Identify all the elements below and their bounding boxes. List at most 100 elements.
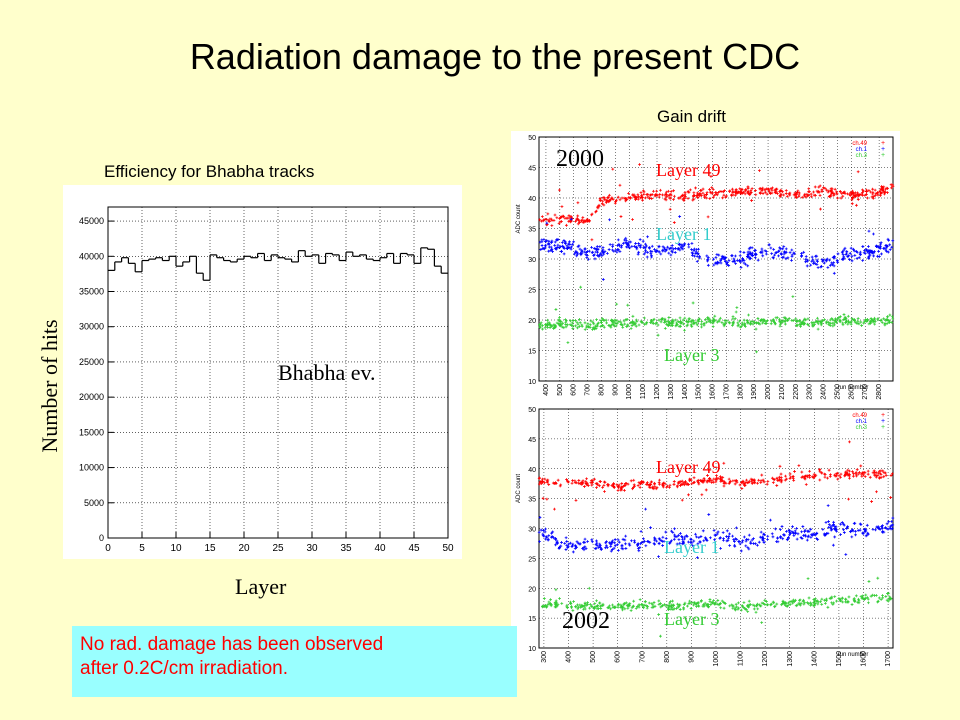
gain2002-data-point bbox=[874, 471, 878, 475]
gain2002-data-point bbox=[689, 537, 693, 541]
gain2002-data-point bbox=[788, 477, 792, 480]
gain2000-data-point bbox=[722, 257, 726, 261]
gain2002-data-point bbox=[812, 601, 816, 605]
gain2002-data-point bbox=[571, 609, 575, 612]
year-label-2000: 2000 bbox=[556, 146, 604, 172]
gain2000-data-point bbox=[538, 323, 541, 327]
gain2000-data-point bbox=[612, 320, 615, 324]
gain2000-data-point bbox=[626, 245, 630, 249]
gain2002-data-point bbox=[775, 477, 779, 480]
gain2002-data-point bbox=[661, 535, 665, 539]
gain2002-data-point bbox=[849, 530, 852, 533]
gain2000-data-point bbox=[838, 315, 842, 319]
gain2000-data-point bbox=[608, 218, 611, 222]
gain2002-data-point bbox=[760, 473, 764, 477]
gain2000-data-point bbox=[850, 254, 854, 258]
gain2000-data-point bbox=[856, 319, 860, 323]
gain2000-data-point bbox=[610, 196, 614, 200]
gain2000-data-point bbox=[883, 322, 887, 325]
gain2000-data-point bbox=[741, 256, 744, 260]
gain2002-data-point bbox=[791, 475, 795, 479]
gain2000-data-point bbox=[576, 222, 580, 226]
gain2002-data-point bbox=[738, 542, 742, 546]
gain-drift-2002-panel: 10 15 20 25 30 35 40 45 50 300 400 500 600 700 800 900 1… bbox=[511, 403, 900, 670]
gain2002-data-point bbox=[586, 484, 590, 487]
gain2000-data-point bbox=[641, 198, 644, 202]
gain2002-data-point bbox=[672, 480, 676, 483]
gain2002-data-point bbox=[554, 538, 557, 541]
gain2002-data-point bbox=[558, 484, 562, 488]
gain2000-data-point bbox=[727, 320, 731, 324]
gain2002-data-point bbox=[793, 470, 796, 473]
gain2002-data-point bbox=[806, 529, 810, 533]
gain2000-data-point bbox=[611, 319, 615, 322]
gain2000-data-point bbox=[844, 253, 848, 256]
gain2000-legend-entry: ch.49 bbox=[852, 141, 867, 147]
gain2002-data-point bbox=[659, 539, 663, 542]
gain2002-data-point bbox=[731, 604, 735, 608]
gain2000-data-point bbox=[812, 190, 815, 194]
gain2002-data-point bbox=[610, 541, 614, 544]
gain2002-data-point bbox=[719, 606, 723, 610]
gain2002-data-point bbox=[792, 479, 796, 482]
gain2002-data-point bbox=[644, 604, 648, 608]
gain2002-data-point bbox=[860, 474, 864, 478]
gain2000-data-point bbox=[655, 249, 659, 252]
gain2002-data-point bbox=[761, 478, 765, 482]
gain2000-data-point bbox=[698, 188, 702, 192]
gain2002-data-point bbox=[713, 603, 717, 606]
gain2002-data-point bbox=[815, 600, 818, 603]
gain2000-data-point bbox=[578, 247, 582, 251]
gain2000-data-point bbox=[642, 190, 646, 194]
gain2002-data-point bbox=[745, 608, 748, 611]
hist-x-tick-label: 20 bbox=[238, 543, 250, 554]
gain2002-data-point bbox=[790, 599, 794, 603]
gain2000-data-point bbox=[871, 192, 875, 196]
gain2000-data-point bbox=[583, 219, 587, 223]
gain2000-data-point bbox=[566, 242, 570, 246]
gain2000-data-point bbox=[841, 194, 845, 198]
gain2000-data-point bbox=[800, 254, 804, 257]
gain2002-data-point bbox=[864, 596, 867, 600]
gain2002-data-point bbox=[723, 601, 726, 605]
gain2002-data-point bbox=[728, 544, 732, 547]
gain2000-data-point bbox=[830, 261, 834, 265]
gain2000-data-point bbox=[686, 190, 690, 194]
gain2000-data-point bbox=[563, 241, 567, 245]
gain2000-data-point bbox=[678, 248, 682, 252]
gain2002-data-point bbox=[624, 542, 627, 546]
gain2002-data-point bbox=[598, 480, 602, 483]
gain2000-data-point bbox=[615, 302, 619, 306]
gain2000-data-point bbox=[813, 262, 817, 266]
gain2002-data-point bbox=[734, 602, 738, 606]
gain2000-data-point bbox=[739, 265, 743, 269]
gain2002-data-point bbox=[571, 550, 575, 554]
hist-x-tick-label: 0 bbox=[105, 543, 111, 554]
gain2000-data-point bbox=[738, 319, 741, 323]
gain2000-data-point bbox=[655, 193, 659, 197]
gain2002-data-point bbox=[820, 471, 824, 475]
bottom-layer1-label: Layer 1 bbox=[664, 537, 720, 557]
gain2002-data-point bbox=[570, 606, 573, 610]
gain2002-data-point bbox=[840, 596, 844, 600]
gain2000-data-point bbox=[692, 194, 695, 197]
gain2000-x-tick-label: 400 bbox=[543, 384, 550, 396]
gain2000-data-point bbox=[769, 322, 773, 326]
gain2002-data-point bbox=[774, 527, 777, 531]
gain2002-data-point bbox=[762, 541, 766, 544]
gain2000-data-point bbox=[601, 324, 605, 327]
gain2002-data-point bbox=[739, 481, 743, 484]
gain2000-data-point bbox=[678, 242, 682, 246]
gain2000-data-point bbox=[774, 251, 778, 255]
gain2000-data-point bbox=[767, 243, 771, 247]
gain2002-data-point bbox=[835, 599, 838, 603]
gain2000-data-point bbox=[712, 193, 716, 197]
gain2000-data-point bbox=[706, 316, 709, 320]
gain2000-data-point bbox=[869, 317, 873, 320]
gain2002-data-point bbox=[683, 601, 687, 605]
gain2002-data-point bbox=[884, 526, 888, 530]
gain2002-data-point bbox=[697, 536, 701, 539]
gain2000-data-point bbox=[544, 240, 547, 243]
gain2002-data-point bbox=[565, 603, 569, 607]
